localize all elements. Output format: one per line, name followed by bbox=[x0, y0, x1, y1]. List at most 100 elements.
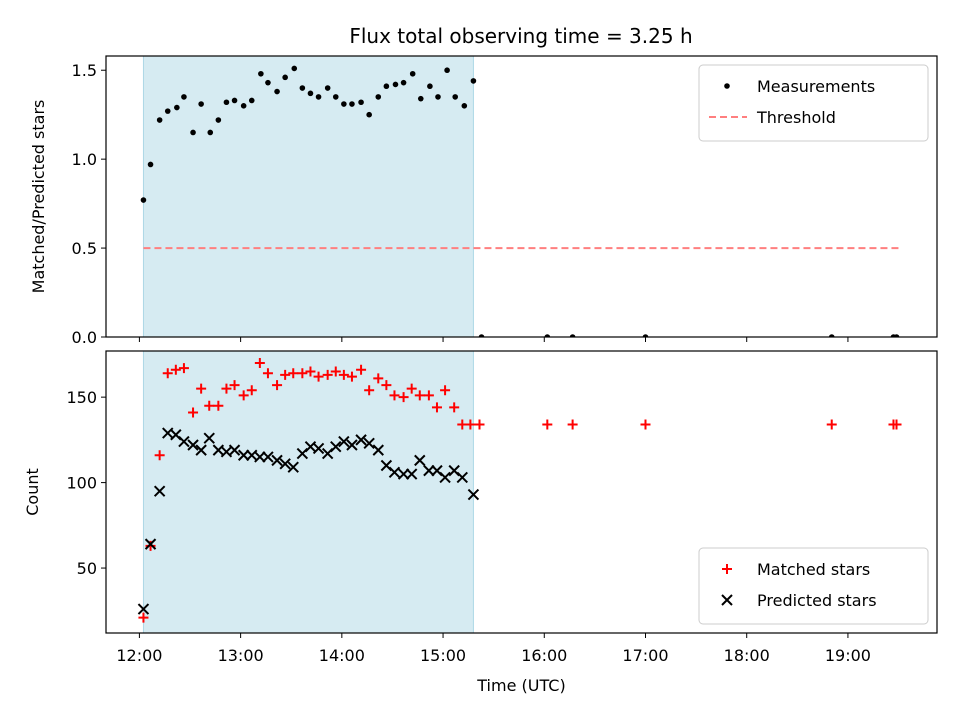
y-tick-label: 1.0 bbox=[72, 150, 97, 169]
measurement-point bbox=[409, 70, 416, 77]
measurement-point bbox=[893, 334, 900, 337]
measurement-point bbox=[435, 94, 441, 100]
matched-star-point bbox=[389, 390, 400, 401]
y-tick-label: 150 bbox=[66, 388, 97, 407]
matched-star-point bbox=[313, 371, 324, 382]
x-tick-label: 16:00 bbox=[521, 646, 567, 665]
predicted-star-point bbox=[262, 451, 274, 463]
matched-star-point bbox=[330, 366, 341, 377]
predicted-star-point bbox=[144, 538, 157, 550]
measurement-point bbox=[258, 70, 264, 77]
matched-star-point bbox=[414, 390, 425, 401]
measurement-point bbox=[147, 161, 154, 168]
matched-star-point bbox=[305, 366, 316, 377]
matched-star-point bbox=[162, 368, 173, 379]
matched-star-point bbox=[297, 368, 308, 379]
plot-area bbox=[140, 65, 900, 337]
matched-star-point bbox=[338, 369, 349, 380]
y-tick-label: 0.0 bbox=[72, 328, 97, 347]
predicted-star-point bbox=[346, 439, 358, 451]
legend-box bbox=[698, 547, 929, 625]
measurement-point bbox=[544, 334, 551, 337]
matched-star-point bbox=[178, 363, 189, 374]
predicted-star-point bbox=[228, 444, 241, 456]
measurement-point bbox=[164, 108, 171, 114]
measurement-point bbox=[324, 85, 331, 91]
predicted-star-point bbox=[195, 444, 207, 456]
legend-label: Measurements bbox=[757, 77, 875, 96]
measurement-point bbox=[427, 83, 433, 90]
matched-star-point bbox=[465, 419, 476, 430]
matched-star-point bbox=[431, 402, 442, 413]
matched-star-point bbox=[196, 383, 207, 394]
axes-frame bbox=[105, 350, 938, 634]
matched-star-point bbox=[262, 368, 273, 379]
measurement-point bbox=[358, 99, 364, 106]
legend-label: Threshold bbox=[756, 108, 836, 127]
matched-star-point bbox=[288, 368, 299, 379]
matched-star-point bbox=[364, 385, 375, 396]
measurement-point bbox=[392, 81, 399, 88]
y-tick-label: 50 bbox=[77, 559, 97, 578]
y-tick-label: 1.5 bbox=[72, 61, 97, 80]
measurement-point bbox=[569, 334, 576, 337]
y-axis-label: Count bbox=[23, 468, 42, 516]
measurement-point bbox=[207, 129, 214, 136]
predicted-star-point bbox=[439, 471, 451, 484]
predicted-star-point bbox=[237, 449, 250, 461]
x-tick-label: 17:00 bbox=[622, 646, 668, 665]
matched-star-point bbox=[449, 402, 460, 413]
predicted-star-point bbox=[372, 444, 384, 456]
measurement-point bbox=[349, 101, 355, 107]
measurement-point bbox=[307, 90, 314, 97]
matched-star-point bbox=[204, 400, 215, 411]
matched-star-point bbox=[170, 364, 181, 375]
measurement-point bbox=[642, 334, 649, 337]
measurement-point bbox=[444, 67, 450, 74]
matched-star-point bbox=[254, 357, 265, 368]
matched-star-point bbox=[322, 369, 333, 380]
predicted-star-point bbox=[287, 461, 299, 473]
predicted-star-point bbox=[187, 439, 199, 451]
matched-star-point bbox=[381, 380, 392, 391]
measurement-point bbox=[248, 97, 255, 104]
predicted-star-point bbox=[254, 451, 266, 463]
matched-star-point bbox=[272, 380, 283, 391]
x-tick-label: 12:00 bbox=[116, 646, 162, 665]
x-tick-label: 13:00 bbox=[218, 646, 264, 665]
measurement-point bbox=[181, 94, 187, 100]
legend-label: Predicted stars bbox=[757, 591, 877, 610]
predicted-star-point bbox=[279, 458, 291, 470]
predicted-star-point bbox=[271, 454, 283, 467]
x-axis-label: Time (UTC) bbox=[476, 676, 565, 695]
axes-frame bbox=[105, 55, 938, 338]
measurement-point bbox=[315, 94, 322, 100]
measurement-point bbox=[478, 334, 485, 337]
measurement-point bbox=[198, 101, 204, 107]
matched-star-point bbox=[238, 390, 249, 401]
matched-star-point bbox=[356, 364, 367, 375]
legend-predicted-marker bbox=[721, 594, 733, 606]
measurement-point bbox=[140, 197, 147, 203]
measurement-point bbox=[828, 334, 835, 337]
matched-star-point bbox=[373, 373, 384, 384]
chart-title: Flux total observing time = 3.25 h bbox=[349, 24, 692, 48]
measurement-point bbox=[291, 65, 298, 72]
measurement-point bbox=[452, 94, 459, 100]
measurement-point bbox=[265, 79, 271, 86]
y-tick-label: 100 bbox=[66, 474, 97, 493]
matched-star-point bbox=[246, 385, 257, 396]
measurement-point bbox=[383, 83, 390, 90]
matched-star-point bbox=[406, 383, 417, 394]
x-tick-label: 15:00 bbox=[420, 646, 466, 665]
matched-star-point bbox=[398, 392, 409, 403]
matched-star-point bbox=[154, 450, 165, 461]
predicted-star-point bbox=[137, 603, 150, 615]
x-tick-label: 19:00 bbox=[825, 646, 871, 665]
x-tick-label: 14:00 bbox=[319, 646, 365, 665]
matched-star-point bbox=[423, 390, 434, 401]
predicted-star-point bbox=[397, 468, 410, 480]
legend-box bbox=[698, 64, 929, 142]
measurement-point bbox=[215, 117, 222, 123]
matched-star-point bbox=[891, 419, 902, 430]
